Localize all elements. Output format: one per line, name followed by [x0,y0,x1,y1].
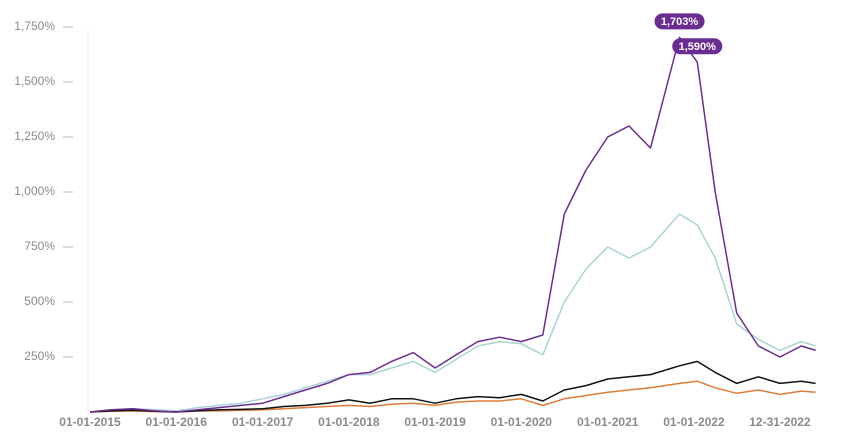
x-tick-label: 01-01-2016 [146,415,208,429]
x-tick-label: 01-01-2019 [404,415,466,429]
annotation-badge [672,38,723,55]
y-tick-label: 1,750% [14,19,55,33]
y-tick-label: 1,500% [14,74,55,88]
x-tick-label: 01-01-2022 [663,415,725,429]
y-tick-label: 500% [24,294,55,308]
series-line [89,213,816,413]
x-tick-label: 01-01-2017 [232,415,294,429]
x-tick-label: 01-01-2015 [59,415,121,429]
x-tick-label: 12-31-2022 [749,415,811,429]
y-tick-label: 1,250% [14,129,55,143]
annotation-badge [654,13,705,30]
y-tick-label: 750% [24,239,55,253]
x-tick-label: 01-01-2020 [491,415,553,429]
annotation-label: 1,590% [679,41,717,53]
annotation-label: 1,703% [661,16,699,28]
x-tick-label: 01-01-2018 [318,415,380,429]
y-tick-label: 250% [24,349,55,363]
y-tick-label: 1,000% [14,184,55,198]
x-tick-label: 01-01-2021 [577,415,639,429]
series-line [89,36,816,413]
series-line [89,360,816,413]
